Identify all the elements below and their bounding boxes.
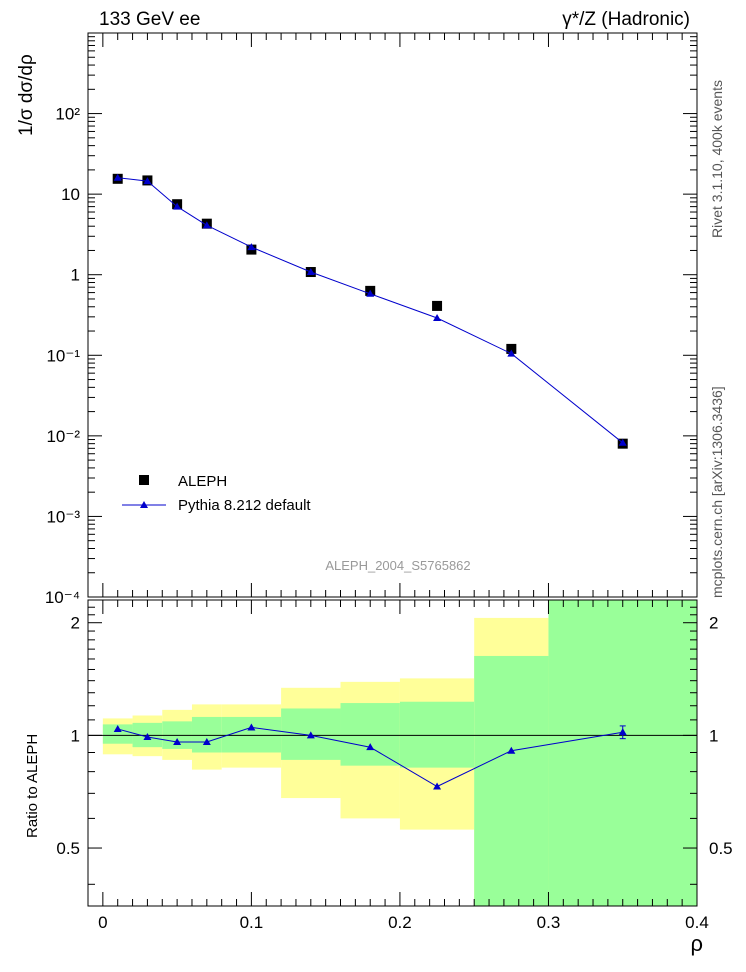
bottom-panel: 0.5 0.5 1 1 2 2 0 0.1 0.2 0.3 0.4 <box>56 599 733 932</box>
mc-point-ratio <box>618 728 627 736</box>
top-frame <box>87 32 698 598</box>
bottom-xtick-label: 0.4 <box>685 913 709 932</box>
mc-point-ratio <box>113 724 122 732</box>
band-inner <box>474 655 549 906</box>
data-point-aleph <box>506 343 517 354</box>
band-inner <box>548 600 697 906</box>
legend-mc-marker <box>140 501 148 508</box>
band-inner <box>399 701 475 768</box>
top-panel: 10⁻⁴ 10⁻³ 10⁻² 10⁻¹ 1 10 10² <box>45 32 698 607</box>
bottom-frame <box>87 599 698 907</box>
header-right: γ*/Z (Hadronic) <box>562 9 690 30</box>
bottom-ytick-label-right: 2 <box>709 614 718 633</box>
legend: ALEPH Pythia 8.212 default <box>122 473 311 514</box>
mc-point-top <box>143 177 152 185</box>
top-ytick-label: 10⁻¹ <box>46 346 80 365</box>
bottom-ytick-label: 1 <box>71 726 80 745</box>
top-ytick-label: 10² <box>55 105 80 124</box>
mc-point-ratio <box>247 723 256 731</box>
top-ytick-label: 10 <box>61 185 80 204</box>
mc-point-ratio <box>507 746 516 754</box>
band-inner <box>191 716 222 753</box>
watermark: ALEPH_2004_S5765862 <box>325 558 470 573</box>
mc-point-ratio <box>366 743 375 751</box>
bottom-xtick-label: 0.3 <box>537 913 561 932</box>
band-inner <box>340 703 400 766</box>
side-text-top: Rivet 3.1.10, 400k events <box>709 80 725 238</box>
bottom-xtick-label: 0.1 <box>240 913 264 932</box>
legend-data-marker <box>139 475 149 485</box>
bottom-ytick-label: 0.5 <box>56 839 80 858</box>
mc-line-ratio <box>117 726 623 788</box>
top-ytick-label: 10⁻⁴ <box>45 588 80 607</box>
mc-point-top <box>433 314 442 322</box>
bottom-ytick-label: 2 <box>71 614 80 633</box>
mc-point-top <box>113 173 122 181</box>
band-inner <box>102 724 133 744</box>
mc-point-top <box>306 268 315 276</box>
band-inner <box>221 716 282 753</box>
legend-mc-label: Pythia 8.212 default <box>178 497 311 514</box>
mc-point-top <box>507 349 516 357</box>
legend-data-label: ALEPH <box>178 473 227 490</box>
bottom-ytick-label-right: 0.5 <box>709 839 733 858</box>
side-text-bottom: mcplots.cern.ch [arXiv:1306.3436] <box>709 386 725 598</box>
mc-point-ratio <box>306 731 315 739</box>
mc-line-top <box>117 177 624 444</box>
top-ytick-label: 10⁻³ <box>46 507 80 526</box>
header-left: 133 GeV ee <box>99 9 200 30</box>
bottom-ylabel: Ratio to ALEPH <box>24 734 41 838</box>
mc-point-top <box>202 221 211 229</box>
data-point-aleph <box>432 300 443 311</box>
mc-point-ratio <box>173 738 182 746</box>
top-ylabel: 1/σ dσ/dρ <box>16 54 37 136</box>
top-ytick-label: 10⁻² <box>46 427 80 446</box>
top-ytick-label: 1 <box>71 266 80 285</box>
mc-point-ratio <box>433 782 442 790</box>
bottom-ytick-label-right: 1 <box>709 726 718 745</box>
mc-point-ratio <box>143 733 152 741</box>
mc-point-ratio <box>202 738 211 746</box>
mc-point-top <box>618 438 627 446</box>
bottom-xtick-label: 0.2 <box>388 913 412 932</box>
mc-point-top <box>173 202 182 210</box>
xlabel: ρ <box>690 931 703 956</box>
mc-point-top <box>366 289 375 297</box>
bottom-xtick-label: 0 <box>98 913 107 932</box>
mc-point-top <box>247 243 256 251</box>
